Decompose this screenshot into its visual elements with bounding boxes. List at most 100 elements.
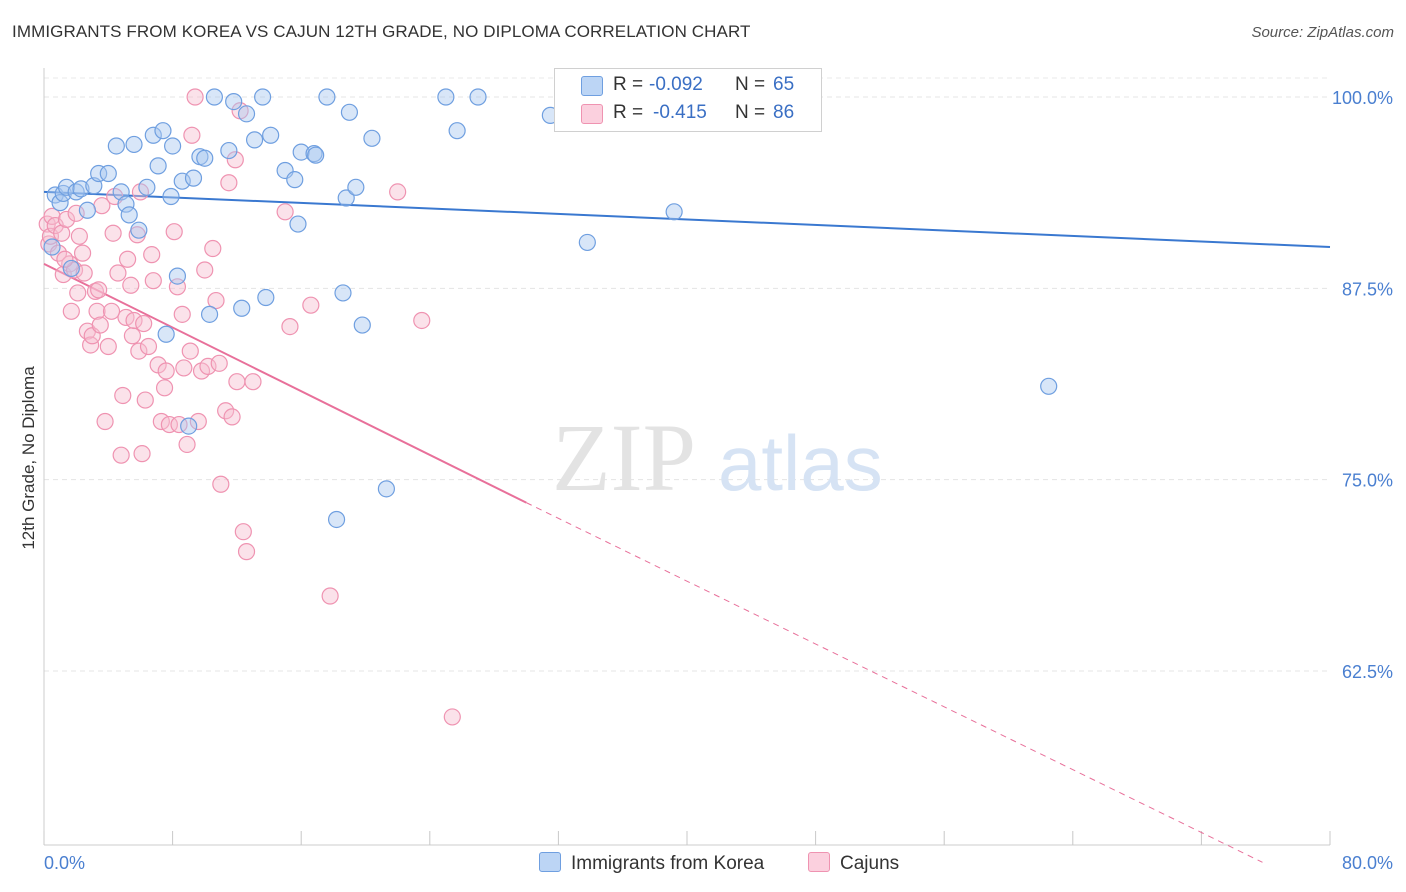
cajun-point	[413, 311, 431, 330]
cajun-point	[139, 337, 158, 356]
korea-point	[67, 183, 85, 201]
korea-point	[233, 299, 251, 317]
cajun-point	[210, 354, 228, 372]
legend-cajun-n-label: N =	[735, 102, 766, 123]
cajun-point	[186, 88, 204, 106]
korea-point	[180, 417, 198, 435]
cajun-point	[183, 126, 201, 144]
korea-point	[173, 172, 191, 190]
cajun-point	[173, 305, 191, 323]
cajun-point	[144, 272, 162, 290]
correlation-legend: R = -0.092 N = 65 R = -0.415 N = 86	[554, 68, 822, 132]
watermark-zip: ZIP	[552, 404, 696, 511]
trend-line-cajun-extension	[526, 502, 1263, 863]
korea-point	[90, 164, 108, 183]
y-tick-label: 100.0%	[1332, 88, 1393, 108]
cajun-point	[56, 250, 74, 268]
cajun-point	[276, 203, 294, 221]
bottom-legend-label-korea: Immigrants from Korea	[571, 853, 765, 874]
legend-korea-r-value: -0.092	[649, 74, 703, 95]
cajun-point	[96, 412, 114, 431]
cajun-point	[114, 386, 132, 405]
bottom-legend-swatch-korea	[539, 852, 561, 872]
korea-point	[437, 88, 455, 106]
cajun-point	[41, 227, 60, 245]
cajun-points	[38, 88, 461, 726]
korea-points	[43, 88, 1058, 529]
legend-swatch-cajun	[581, 104, 603, 124]
watermark-atlas: atlas	[718, 419, 883, 507]
korea-point	[107, 137, 125, 155]
cajun-point	[136, 391, 154, 409]
bottom-legend-swatch-cajun	[808, 852, 830, 872]
korea-point	[51, 194, 69, 212]
cajun-point	[62, 302, 80, 320]
cajun-point	[109, 264, 127, 282]
bottom-legend-korea: Immigrants from Korea	[539, 852, 764, 876]
cajun-point	[165, 223, 183, 241]
cajun-point	[389, 183, 407, 201]
korea-point	[334, 284, 352, 302]
cajun-point	[178, 435, 196, 454]
korea-point	[665, 203, 683, 221]
korea-point	[318, 88, 336, 106]
cajun-point	[321, 587, 339, 605]
korea-point	[184, 169, 203, 187]
legend-korea-n-value: 65	[773, 74, 795, 95]
y-tick-label: 87.5%	[1342, 279, 1393, 299]
korea-point	[196, 149, 214, 167]
trend-line-cajun	[43, 262, 527, 504]
cajun-point	[90, 281, 108, 299]
axes	[43, 68, 1331, 846]
legend-korea-n-label: N =	[735, 74, 766, 95]
cajun-point	[118, 250, 137, 268]
watermark: ZIP atlas	[552, 404, 883, 511]
cajun-point	[91, 316, 109, 334]
cajun-point	[244, 373, 262, 391]
cajun-point	[226, 151, 244, 169]
trend-lines	[43, 190, 1331, 863]
korea-point	[62, 259, 80, 278]
korea-point	[469, 88, 487, 106]
y-tick-label: 75.0%	[1342, 471, 1393, 491]
y-axis-title: 12th Grade, No Diploma	[19, 366, 38, 550]
legend-korea-r-label: R =	[613, 74, 644, 95]
korea-point	[120, 206, 138, 224]
legend-cajun-r-label: R =	[613, 102, 644, 123]
bottom-legend-cajun: Cajuns	[808, 852, 899, 876]
korea-point	[307, 146, 325, 164]
korea-point	[448, 122, 466, 140]
cajun-point	[443, 708, 461, 726]
korea-point	[1040, 377, 1058, 395]
korea-point	[43, 238, 61, 256]
korea-point	[257, 288, 275, 307]
cajun-point	[160, 415, 178, 434]
x-tick-label: 0.0%	[44, 853, 85, 873]
cajun-point	[133, 445, 151, 463]
korea-point	[78, 201, 97, 219]
korea-point	[117, 195, 135, 213]
cajun-point	[220, 174, 238, 192]
chart-source: Source: ZipAtlas.com	[1251, 24, 1394, 41]
korea-point	[220, 141, 238, 160]
cajun-point	[157, 362, 175, 380]
cajun-point	[175, 359, 193, 377]
cajun-point	[104, 224, 122, 242]
cajun-point	[112, 446, 130, 464]
cajun-point	[49, 244, 68, 262]
korea-point	[125, 135, 143, 154]
cajun-point	[302, 296, 320, 314]
chart-title: IMMIGRANTS FROM KOREA VS CAJUN 12TH GRAD…	[12, 22, 751, 41]
korea-point	[164, 137, 182, 155]
korea-point	[289, 215, 307, 233]
cajun-point	[237, 543, 256, 561]
cajun-point	[212, 475, 230, 493]
cajun-point	[122, 276, 140, 294]
korea-point	[154, 122, 172, 140]
cajun-point	[207, 291, 225, 310]
cajun-point	[234, 523, 252, 541]
korea-point	[377, 480, 395, 498]
cajun-point	[228, 373, 246, 391]
cajun-point	[155, 379, 174, 397]
